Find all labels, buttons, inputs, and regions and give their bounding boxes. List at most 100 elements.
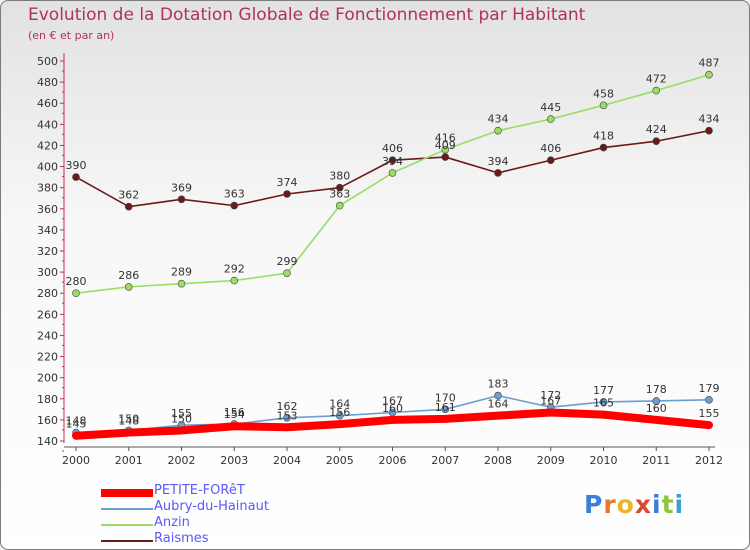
data-label: 150 [118,412,139,425]
data-point [546,115,555,123]
data-label: 369 [171,181,192,194]
data-label: 156 [329,406,350,419]
legend-swatch-anzin [101,524,153,526]
data-point [652,137,661,146]
data-point [230,201,239,210]
data-label: 183 [488,378,509,391]
x-tick-label: 2006 [379,454,407,467]
chart-title: Evolution de la Dotation Globale de Fonc… [28,5,586,25]
data-point [441,145,450,154]
legend-label: Raismes [154,531,209,546]
y-tick-label: 220 [37,351,58,364]
legend-label: Aubry-du-Hainaut [154,499,269,514]
data-label: 160 [382,402,403,415]
y-tick-label: 380 [37,182,58,195]
y-tick-label: 460 [37,97,58,110]
data-label: 148 [118,415,139,428]
data-label: 162 [277,400,298,413]
data-point [652,86,661,95]
y-tick-label: 500 [37,55,58,68]
chart-subtitle: (en € et par an) [28,29,115,42]
y-tick-label: 400 [37,161,58,174]
data-label: 170 [435,391,456,404]
logo-letter: t [661,490,675,519]
y-tick-label: 240 [37,329,58,342]
data-label: 155 [171,407,192,420]
data-label: 167 [540,395,561,408]
x-tick-label: 2002 [168,454,196,467]
data-label: 286 [118,269,139,282]
data-point [335,201,344,210]
series-line-petite-fore-t [72,408,713,440]
data-label: 164 [329,398,350,411]
data-point [124,202,133,211]
y-tick-label: 300 [37,266,58,279]
data-label: 299 [277,255,298,268]
y-tick-label: 320 [37,245,58,258]
data-point [335,183,344,192]
x-tick-label: 2001 [115,454,143,467]
data-label: 416 [435,132,456,145]
data-label: 155 [699,407,720,420]
data-label: 434 [699,113,720,126]
data-label: 409 [435,139,456,152]
y-tick-label: 180 [37,393,58,406]
series-layer [72,70,713,440]
data-label: 145 [66,418,87,431]
logo-letter: x [634,490,652,519]
axes: 140 160 180 200 220 240 260 280 300 320 340 360 380 4… [37,53,723,467]
data-label: 165 [593,397,614,410]
data-label: 153 [277,409,298,422]
data-label: 164 [488,398,509,411]
x-tick-label: 2004 [273,454,301,467]
data-label: 292 [224,263,245,276]
data-point [72,173,80,181]
data-label: 487 [699,57,720,70]
data-point [599,101,608,110]
legend-label: Anzin [154,515,190,530]
data-point [599,398,608,406]
logo-letter: i [652,490,662,519]
y-tick-label: 140 [37,435,58,448]
data-label: 406 [540,142,561,155]
data-label: 148 [66,415,87,428]
data-label: 280 [66,275,87,288]
y-tick-label: 340 [37,224,58,237]
x-tick-label: 2005 [326,454,354,467]
data-point [494,391,502,400]
x-tick-label: 2011 [642,454,670,467]
data-point [494,126,502,135]
data-point [283,190,291,198]
proxiti-logo: Proxiti [584,490,684,519]
y-tick-label: 200 [37,372,58,385]
data-point [177,195,186,204]
y-tick-label: 260 [37,308,58,321]
data-label: 374 [277,176,298,189]
data-label: 363 [224,188,245,201]
data-point [494,169,502,177]
legend-swatch-petite-foret [101,489,153,497]
data-point [388,169,397,177]
data-label: 406 [382,142,403,155]
x-tick-label: 2008 [484,454,512,467]
data-label: 418 [593,130,614,143]
data-label: 394 [488,155,509,168]
data-point [124,283,133,291]
data-point [652,397,661,405]
data-point [705,126,713,135]
data-label: 156 [224,406,245,419]
data-point [441,153,450,161]
data-label: 445 [540,101,561,114]
x-tick-label: 2007 [431,454,459,467]
data-point [335,411,344,420]
logo-letter: P [584,490,604,519]
data-point [599,143,608,152]
legend-swatch-aubry [101,508,153,510]
data-label: 424 [646,123,667,136]
data-point [283,413,291,422]
data-label: 472 [646,73,667,86]
data-label: 380 [329,170,350,183]
